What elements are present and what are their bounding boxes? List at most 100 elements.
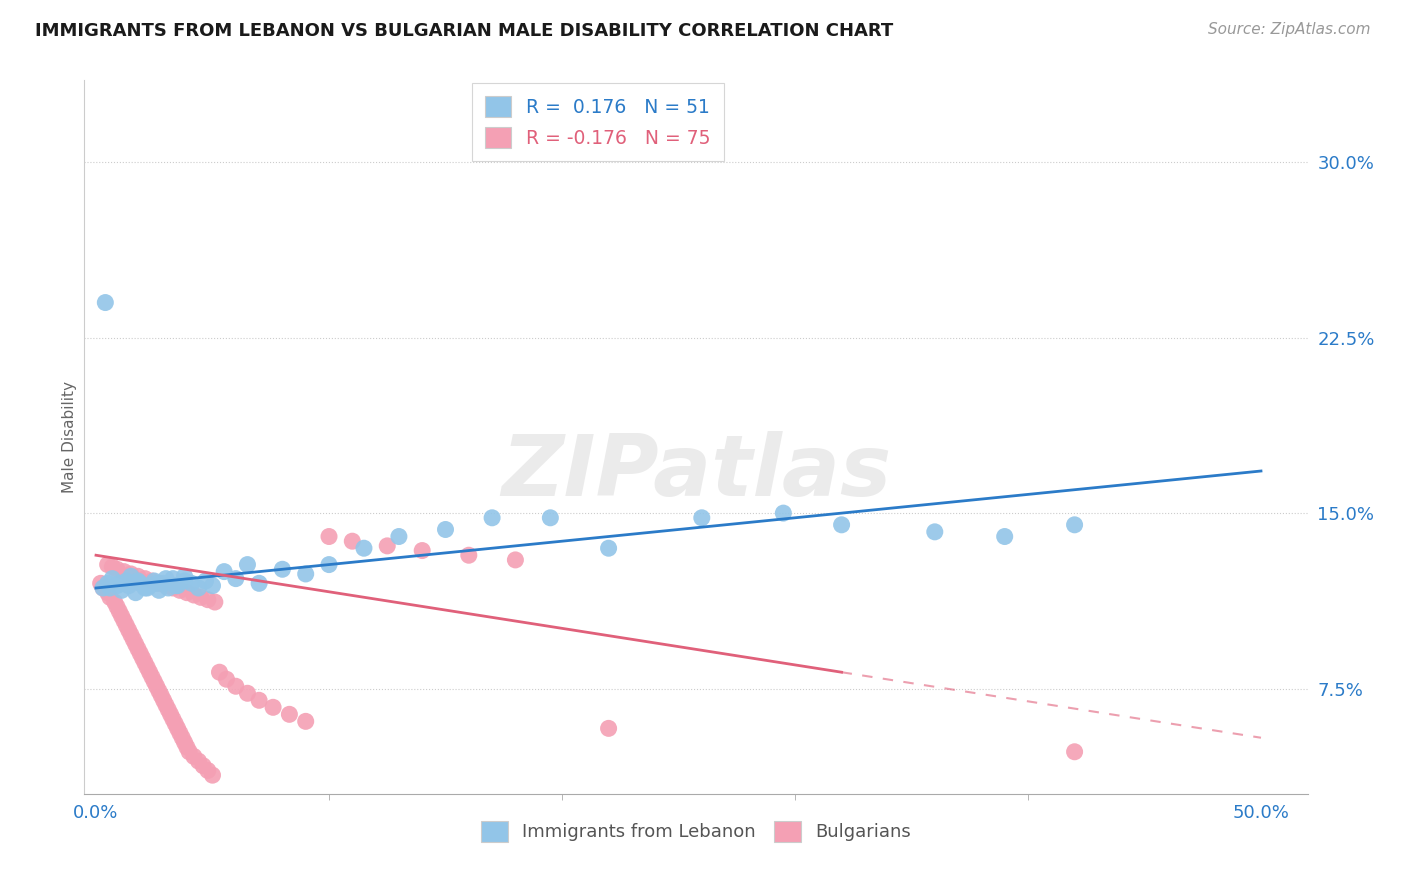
Point (120, 566, 142, 581)
Point (169, 583, 191, 598)
Point (97, 558, 120, 572)
Point (111, 583, 134, 598)
Point (124, 585, 146, 599)
Point (236, 558, 259, 572)
Point (457, 548, 479, 562)
Point (127, 574, 149, 588)
Point (225, 679, 247, 693)
Point (117, 579, 139, 593)
Point (127, 569, 149, 583)
Point (159, 707, 181, 722)
Point (115, 618, 138, 632)
Point (157, 581, 180, 595)
Point (271, 562, 294, 576)
Point (152, 576, 174, 591)
Point (145, 679, 167, 693)
Point (152, 693, 174, 707)
Point (204, 595, 226, 609)
Point (111, 609, 134, 624)
Point (598, 722, 620, 736)
Point (411, 543, 433, 558)
Point (176, 585, 198, 599)
Point (208, 665, 231, 680)
Point (172, 731, 194, 745)
Point (90, 576, 112, 591)
Point (141, 574, 163, 588)
Point (108, 604, 131, 618)
Point (112, 565, 135, 579)
Point (98, 591, 121, 605)
Point (1063, 517, 1085, 532)
Point (98, 581, 121, 595)
Point (105, 599, 128, 614)
Point (197, 592, 219, 607)
Point (183, 749, 205, 764)
Point (120, 628, 142, 642)
Point (101, 560, 124, 574)
Point (201, 579, 224, 593)
Point (112, 614, 135, 628)
Point (105, 562, 128, 576)
Point (190, 591, 212, 605)
Point (278, 707, 301, 722)
Point (924, 524, 946, 539)
Point (538, 510, 561, 524)
Point (129, 647, 152, 661)
Text: Source: ZipAtlas.com: Source: ZipAtlas.com (1208, 22, 1371, 37)
Point (141, 670, 163, 684)
Point (150, 689, 173, 703)
Point (115, 574, 138, 588)
Point (108, 576, 131, 591)
Point (165, 579, 187, 593)
Point (148, 684, 170, 698)
Point (179, 745, 201, 759)
Point (155, 572, 177, 586)
Point (180, 576, 202, 591)
Y-axis label: Male Disability: Male Disability (62, 381, 77, 493)
Point (247, 576, 270, 591)
Point (169, 726, 191, 740)
Point (994, 529, 1017, 543)
Point (236, 686, 259, 700)
Point (388, 529, 411, 543)
Point (165, 716, 187, 731)
Point (201, 768, 224, 782)
Point (215, 672, 238, 686)
Point (143, 574, 166, 588)
Point (318, 558, 340, 572)
Point (155, 579, 177, 593)
Point (197, 764, 219, 778)
Point (127, 641, 149, 656)
Point (194, 574, 217, 588)
Point (375, 539, 398, 553)
Point (434, 523, 457, 537)
Point (134, 581, 156, 595)
Point (183, 588, 205, 602)
Point (148, 576, 170, 591)
Point (129, 576, 152, 591)
Point (353, 541, 375, 556)
Point (166, 579, 188, 593)
Point (162, 581, 184, 595)
Point (91, 581, 114, 595)
Point (134, 656, 156, 670)
Point (212, 565, 235, 579)
Legend: Immigrants from Lebanon, Bulgarians: Immigrants from Lebanon, Bulgarians (474, 814, 918, 849)
Point (173, 569, 195, 583)
Point (173, 574, 195, 588)
Point (94, 295, 117, 310)
Point (162, 712, 184, 726)
Point (91, 581, 114, 595)
Point (294, 714, 316, 729)
Point (187, 581, 209, 595)
Point (187, 754, 209, 768)
Point (138, 665, 160, 680)
Point (148, 583, 170, 598)
Point (318, 529, 340, 543)
Point (831, 517, 853, 532)
Point (117, 623, 139, 637)
Point (262, 700, 284, 714)
Point (176, 740, 198, 755)
Point (162, 572, 184, 586)
Point (157, 703, 180, 717)
